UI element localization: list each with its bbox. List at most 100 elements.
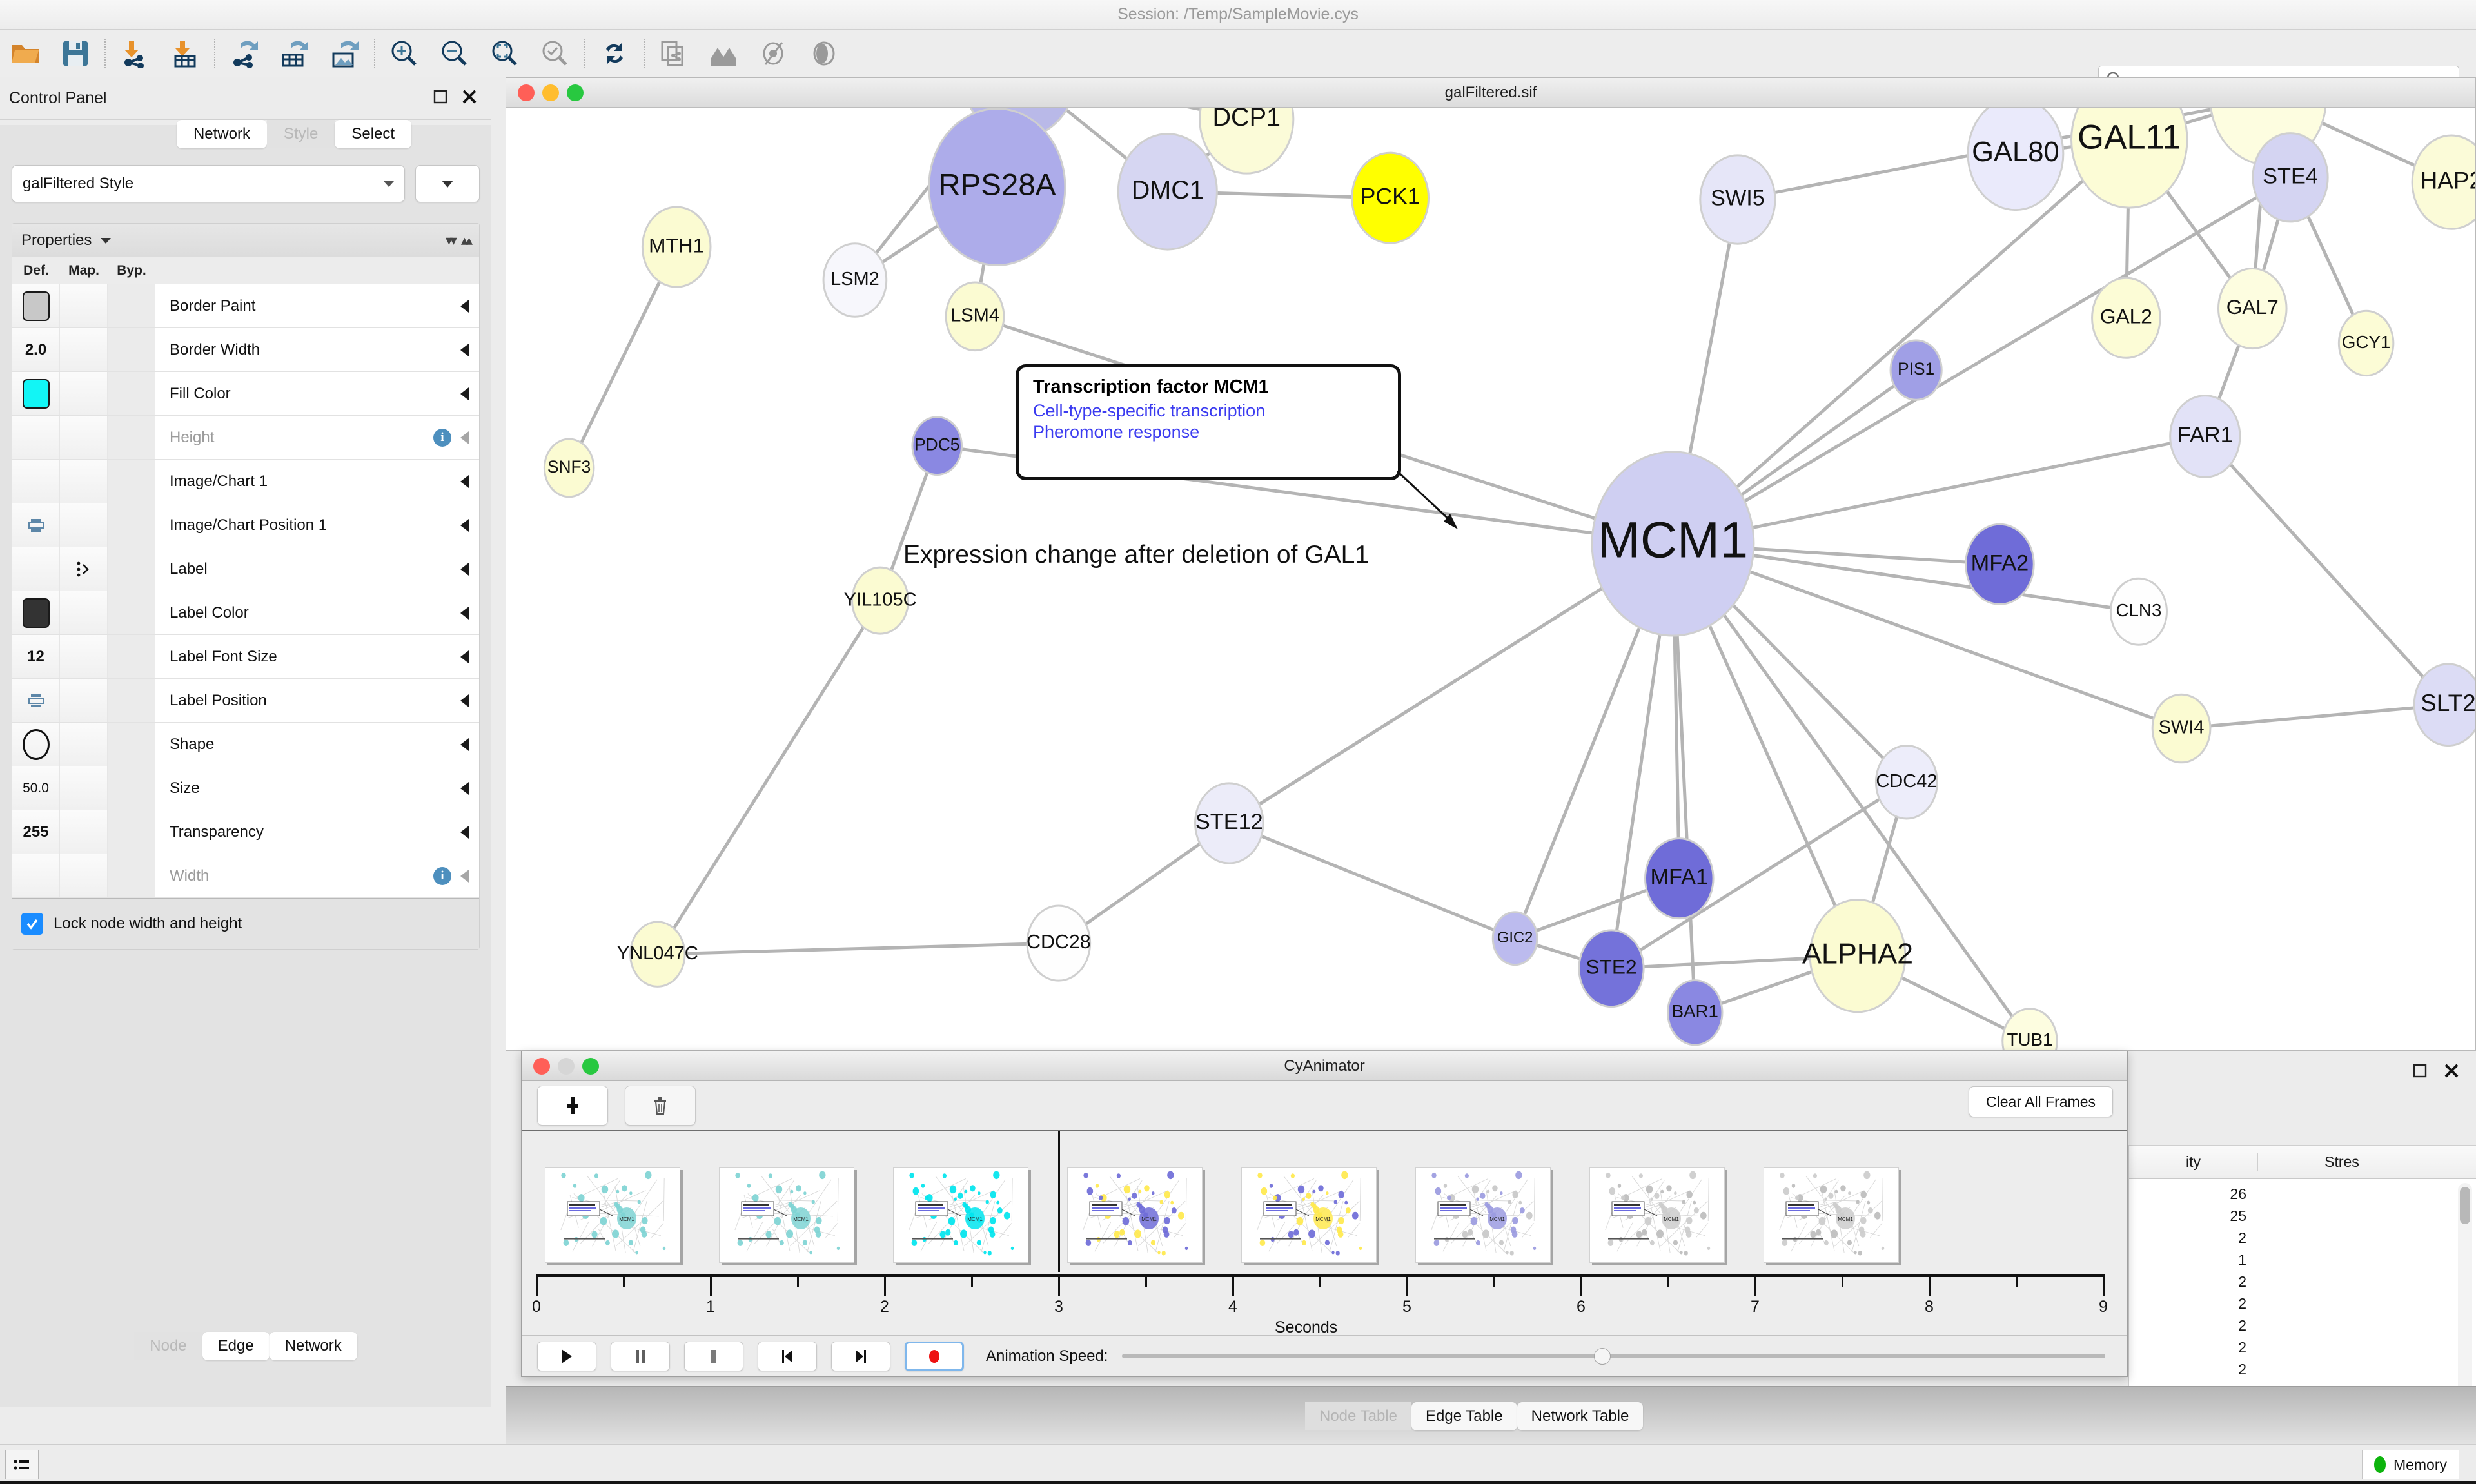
property-row[interactable]: Border Paint [12, 284, 479, 328]
property-bypass-cell[interactable] [108, 416, 155, 459]
zoom-out-icon[interactable] [429, 32, 480, 75]
property-default-cell[interactable] [12, 416, 60, 459]
network-node[interactable]: YIL105C [844, 566, 917, 635]
zoom-in-icon[interactable] [379, 32, 429, 75]
skip-next-button[interactable] [831, 1341, 890, 1371]
network-node[interactable]: STE12 [1194, 782, 1264, 864]
collapse-all-icon[interactable]: ▾▾ [445, 232, 457, 248]
close-icon[interactable] [2444, 1063, 2459, 1082]
network-node[interactable]: SLT2 [2413, 663, 2475, 747]
network-node[interactable]: SNF3 [543, 438, 595, 498]
color-swatch[interactable] [22, 598, 50, 628]
network-edge[interactable] [1672, 434, 2206, 545]
hide-selected-icon[interactable] [699, 32, 749, 75]
restore-icon[interactable] [2413, 1064, 2427, 1081]
lock-checkbox[interactable] [21, 913, 43, 935]
import-network-icon[interactable] [110, 32, 160, 75]
tab-style[interactable]: Style [266, 120, 335, 148]
timeline-frame[interactable]: MCM1 [719, 1167, 854, 1263]
color-swatch[interactable] [22, 291, 50, 321]
network-node[interactable]: RPS28A [928, 108, 1066, 266]
network-node[interactable]: GAL11 [2070, 108, 2188, 209]
timeline-frame[interactable]: MCM1 [1415, 1167, 1551, 1263]
tab-node-table[interactable]: Node Table [1305, 1401, 1411, 1430]
expand-property-icon[interactable] [460, 650, 469, 663]
new-network-from-selection-icon[interactable] [649, 32, 699, 75]
network-node[interactable]: TUB1 [2001, 1008, 2058, 1050]
property-default-cell[interactable] [12, 503, 60, 547]
network-node[interactable]: CDC42 [1874, 744, 1938, 820]
show-hidden-icon[interactable] [749, 32, 800, 75]
info-icon[interactable]: i [433, 866, 451, 885]
property-default-cell[interactable] [12, 854, 60, 897]
ellipse-shape-icon[interactable] [22, 728, 50, 760]
property-bypass-cell[interactable] [108, 547, 155, 591]
table-scrollbar[interactable] [2458, 1183, 2472, 1406]
color-swatch[interactable] [22, 378, 50, 409]
timeline-frame[interactable]: MCM1 [1241, 1167, 1377, 1263]
property-bypass-cell[interactable] [108, 372, 155, 415]
property-row[interactable]: Image/Chart 1 [12, 460, 479, 503]
property-row[interactable]: Shape [12, 723, 479, 766]
property-row[interactable]: Width i [12, 854, 479, 898]
delete-frame-button[interactable] [625, 1086, 696, 1126]
restore-icon[interactable] [433, 90, 447, 107]
property-row[interactable]: 50.0 Size [12, 766, 479, 810]
timeline-frame[interactable]: MCM1 [893, 1167, 1028, 1263]
expand-property-icon[interactable] [460, 299, 469, 313]
tab-node[interactable]: Node [134, 1332, 202, 1360]
network-node[interactable]: YNL047C [617, 921, 698, 988]
network-edge[interactable] [567, 246, 678, 469]
network-node[interactable]: STE4 [2252, 132, 2329, 223]
property-row[interactable]: Label [12, 547, 479, 591]
network-node[interactable]: LSM4 [945, 281, 1005, 352]
expand-property-icon[interactable] [460, 474, 469, 488]
tab-select[interactable]: Select [335, 120, 412, 148]
maximize-window-button[interactable] [582, 1057, 599, 1075]
maximize-window-button[interactable] [567, 84, 584, 101]
property-default-cell[interactable]: 12 [12, 635, 60, 678]
property-bypass-cell[interactable] [108, 503, 155, 547]
property-row[interactable]: Label Color [12, 591, 479, 635]
network-node[interactable]: DCP1 [1199, 108, 1295, 175]
expand-property-icon[interactable] [460, 869, 469, 883]
timeline-frame[interactable]: MCM1 [1589, 1167, 1725, 1263]
record-button[interactable] [905, 1341, 964, 1371]
network-node[interactable]: CDC28 [1026, 904, 1092, 982]
network-node[interactable]: GCY1 [2337, 309, 2395, 377]
network-node[interactable]: HAP2 [2411, 134, 2475, 230]
network-edge[interactable] [656, 600, 882, 955]
save-icon[interactable] [50, 32, 101, 75]
table-row[interactable]: 2 [2129, 1358, 2476, 1380]
minimize-window-button[interactable] [558, 1057, 575, 1075]
property-mapping-cell[interactable] [60, 460, 108, 503]
network-graph[interactable]: RPS28BDCP1RPS28ADMC1PCK1SWI5GAL80GAL11MB… [506, 108, 2475, 1050]
tab-network-table[interactable]: Network Table [1517, 1401, 1644, 1430]
style-options-button[interactable] [415, 165, 480, 202]
refresh-icon[interactable] [589, 32, 640, 75]
select-all-icon[interactable] [800, 32, 850, 75]
timeline-frame[interactable]: MCM1 [1067, 1167, 1203, 1263]
property-default-cell[interactable] [12, 460, 60, 503]
property-row[interactable]: 2.0 Border Width [12, 328, 479, 372]
network-node[interactable]: PIS1 [1889, 339, 1943, 401]
tab-edge[interactable]: Edge [202, 1332, 270, 1360]
timeline-frame[interactable]: MCM1 [1764, 1167, 1899, 1263]
table-row[interactable]: 2 [2129, 1227, 2476, 1249]
play-button[interactable] [537, 1341, 596, 1371]
network-node[interactable]: FAR1 [2169, 395, 2241, 478]
network-node[interactable]: BAR1 [1667, 979, 1724, 1046]
clear-all-frames-button[interactable]: Clear All Frames [1969, 1086, 2113, 1117]
property-mapping-cell[interactable] [60, 854, 108, 897]
network-edge[interactable] [1228, 542, 1674, 825]
property-mapping-cell[interactable] [60, 416, 108, 459]
network-node[interactable]: PDC5 [911, 416, 963, 476]
network-node[interactable]: MFA2 [1965, 523, 2035, 605]
network-node[interactable]: MFA1 [1644, 837, 1715, 920]
network-node[interactable]: ALPHA2 [1802, 899, 1913, 1013]
close-window-button[interactable] [533, 1057, 550, 1075]
minimize-window-button[interactable] [542, 84, 559, 101]
stop-button[interactable] [684, 1341, 743, 1371]
expand-property-icon[interactable] [460, 431, 469, 444]
property-mapping-cell[interactable] [60, 284, 108, 327]
